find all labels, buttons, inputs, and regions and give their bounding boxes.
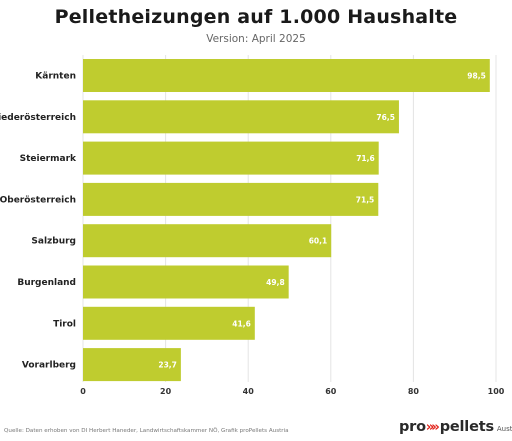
x-tick-label: 60 (325, 387, 337, 396)
category-label: Tirol (53, 319, 76, 329)
category-label: Niederösterreich (0, 113, 76, 123)
bar-value-label: 98,5 (467, 72, 486, 81)
label-layer: 0 20 40 60 80 100 Kärnten 98,5 Niederösterreich 7… (0, 72, 505, 397)
bar-value-label: 60,1 (309, 237, 328, 246)
bar (83, 265, 289, 299)
logo-pellets: pellets (439, 419, 494, 435)
bar (83, 348, 181, 382)
x-tick-label: 100 (488, 387, 505, 396)
category-label: Salzburg (31, 237, 76, 247)
bar-value-label: 49,8 (266, 278, 285, 287)
logo-country: Austria (496, 425, 512, 433)
bar (83, 100, 399, 134)
x-tick-label: 0 (80, 387, 86, 396)
category-label: Burgenland (17, 278, 76, 288)
category-label: Oberösterreich (0, 195, 76, 205)
category-label: Vorarlberg (22, 361, 76, 371)
source-note: Quelle: Daten erhoben von DI Herbert Han… (4, 428, 289, 434)
category-label: Kärnten (35, 72, 76, 82)
x-tick-label: 20 (160, 387, 172, 396)
bar-value-label: 71,5 (356, 195, 375, 204)
logo-pro: pro (399, 419, 426, 435)
bar-value-label: 76,5 (376, 113, 395, 122)
bar (83, 224, 332, 258)
logo-arrows-icon: »» (425, 420, 440, 435)
bar-value-label: 23,7 (158, 361, 177, 370)
bar (83, 59, 490, 92)
category-label: Steiermark (20, 154, 77, 164)
bar-layer (83, 59, 490, 382)
bar (83, 306, 255, 340)
x-tick-label: 80 (408, 387, 420, 396)
bar-value-label: 71,6 (356, 154, 375, 163)
chart-title: Pelletheizungen auf 1.000 Haushalte (54, 6, 458, 28)
bar-value-label: 41,6 (232, 319, 251, 328)
x-tick-label: 40 (243, 387, 255, 396)
propellets-logo: pro»»pelletsAustria (399, 416, 512, 435)
bar (83, 141, 379, 175)
bar (83, 182, 379, 216)
chart-subtitle: Version: April 2025 (206, 33, 306, 45)
